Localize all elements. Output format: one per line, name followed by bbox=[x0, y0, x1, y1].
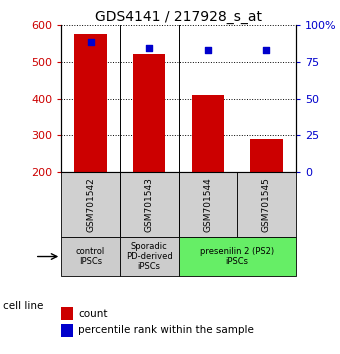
Bar bbox=[192, 95, 224, 172]
Text: percentile rank within the sample: percentile rank within the sample bbox=[78, 325, 254, 335]
Bar bbox=[237, 172, 296, 237]
Point bbox=[264, 47, 269, 53]
Bar bbox=[61, 172, 120, 237]
Text: GSM701543: GSM701543 bbox=[145, 177, 154, 232]
Text: GSM701545: GSM701545 bbox=[262, 177, 271, 232]
Point bbox=[205, 47, 210, 53]
Bar bbox=[74, 34, 107, 172]
Bar bbox=[250, 139, 283, 172]
Bar bbox=[133, 54, 165, 172]
Bar bbox=[120, 237, 178, 276]
Text: GSM701542: GSM701542 bbox=[86, 177, 95, 232]
Text: presenilin 2 (PS2)
iPSCs: presenilin 2 (PS2) iPSCs bbox=[200, 247, 274, 266]
Text: control
IPSCs: control IPSCs bbox=[76, 247, 105, 266]
Text: cell line: cell line bbox=[3, 301, 44, 311]
Bar bbox=[120, 172, 178, 237]
Text: Sporadic
PD-derived
iPSCs: Sporadic PD-derived iPSCs bbox=[126, 242, 172, 272]
Title: GDS4141 / 217928_s_at: GDS4141 / 217928_s_at bbox=[95, 10, 262, 24]
Point bbox=[147, 46, 152, 51]
Bar bbox=[178, 172, 237, 237]
Text: GSM701544: GSM701544 bbox=[203, 177, 212, 232]
Point bbox=[88, 40, 93, 45]
Bar bbox=[178, 237, 296, 276]
Text: count: count bbox=[78, 309, 108, 319]
Bar bbox=[61, 237, 120, 276]
